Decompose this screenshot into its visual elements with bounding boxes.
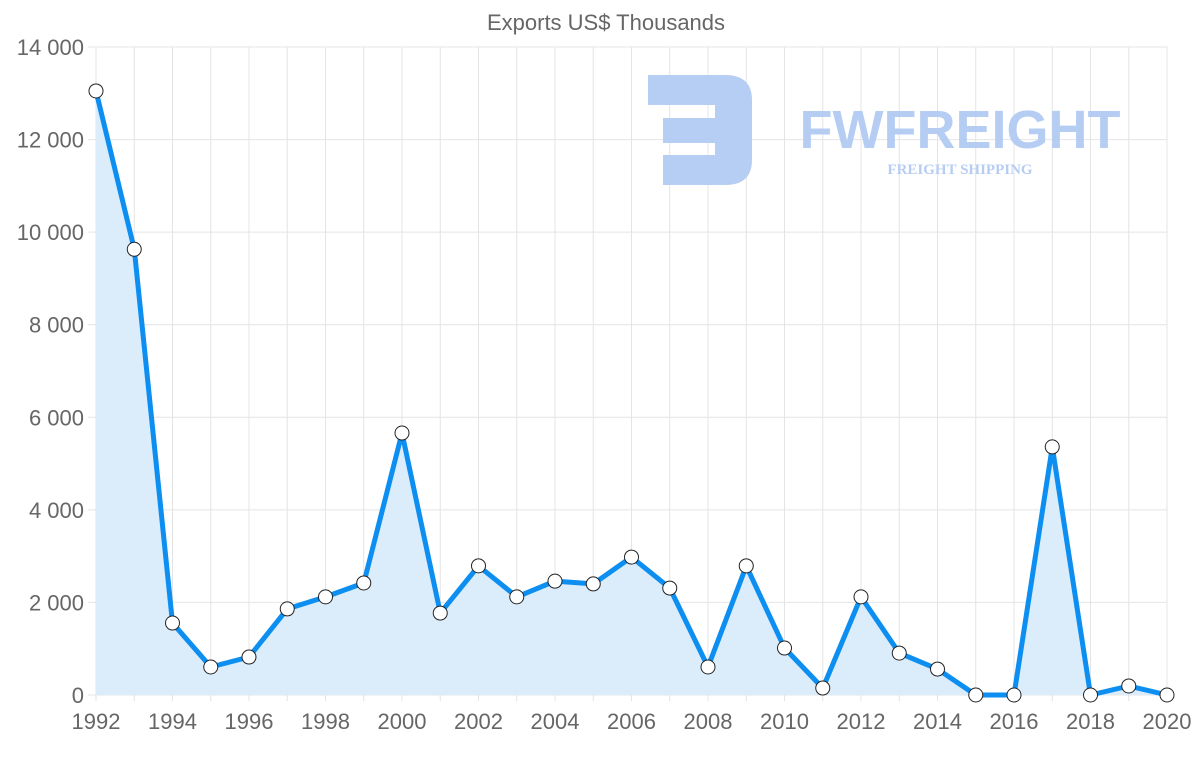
x-tick-label: 2012 bbox=[837, 709, 886, 734]
x-tick-label: 2000 bbox=[378, 709, 427, 734]
y-tick-label: 8 000 bbox=[29, 313, 84, 338]
x-tick-label: 2020 bbox=[1143, 709, 1192, 734]
data-point bbox=[471, 558, 486, 574]
data-point bbox=[1044, 439, 1060, 455]
data-point bbox=[318, 589, 333, 605]
data-point bbox=[203, 659, 219, 675]
y-tick-label: 0 bbox=[72, 683, 84, 708]
data-point bbox=[279, 601, 295, 617]
logo-tagline: FREIGHT SHIPPING bbox=[887, 162, 1032, 178]
data-point bbox=[1121, 678, 1137, 694]
data-point bbox=[241, 649, 257, 665]
series-points bbox=[88, 83, 1175, 703]
x-tick-label: 2008 bbox=[684, 709, 733, 734]
data-point bbox=[1159, 687, 1175, 703]
data-point bbox=[165, 615, 180, 631]
y-tick-label: 12 000 bbox=[17, 128, 84, 153]
x-axis: 1992 1994 1996 1998 2000 2002 2004 2006 2008 2010… bbox=[72, 709, 1192, 734]
x-tick-label: 2018 bbox=[1066, 709, 1115, 734]
x-tick-label: 1992 bbox=[72, 709, 121, 734]
data-point bbox=[624, 549, 639, 565]
y-tick-label: 10 000 bbox=[17, 220, 84, 245]
data-point bbox=[88, 83, 104, 99]
x-tick-label: 1998 bbox=[301, 709, 350, 734]
y-tick-label: 2 000 bbox=[29, 590, 84, 615]
x-tick-label: 1996 bbox=[225, 709, 274, 734]
x-tick-label: 2006 bbox=[607, 709, 656, 734]
data-point bbox=[891, 645, 907, 661]
x-tick-label: 1994 bbox=[148, 709, 197, 734]
data-point bbox=[662, 580, 678, 596]
data-point bbox=[394, 425, 410, 441]
x-tick-label: 2010 bbox=[760, 709, 809, 734]
data-point bbox=[356, 575, 372, 591]
data-point bbox=[738, 558, 754, 574]
chart-title: Exports US$ Thousands bbox=[487, 10, 725, 35]
x-tick-label: 2016 bbox=[990, 709, 1039, 734]
data-point bbox=[547, 573, 563, 589]
data-point bbox=[853, 589, 869, 605]
data-point bbox=[432, 605, 448, 621]
y-tick-label: 4 000 bbox=[29, 498, 84, 523]
data-point bbox=[509, 589, 525, 605]
logo-brand: FWFREIGHT bbox=[800, 100, 1121, 160]
series-area bbox=[96, 91, 1167, 695]
x-tick-label: 2014 bbox=[913, 709, 962, 734]
data-point bbox=[930, 661, 945, 677]
data-point bbox=[815, 680, 831, 696]
data-point bbox=[968, 687, 984, 703]
data-point bbox=[700, 659, 716, 675]
logo-mark-icon bbox=[648, 75, 752, 185]
data-point bbox=[1083, 687, 1098, 703]
x-tick-label: 2004 bbox=[531, 709, 580, 734]
data-point bbox=[777, 640, 792, 656]
y-tick-label: 6 000 bbox=[29, 405, 84, 430]
y-tick-label: 14 000 bbox=[17, 35, 84, 60]
watermark-logo: FWFREIGHT FREIGHT SHIPPING bbox=[648, 75, 1120, 185]
data-point bbox=[126, 241, 142, 257]
data-point bbox=[585, 576, 601, 592]
y-axis: 0 2 000 4 000 6 000 8 000 10 000 12 000 14 000 bbox=[17, 35, 84, 708]
x-tick-label: 2002 bbox=[454, 709, 503, 734]
data-point bbox=[1006, 687, 1022, 703]
